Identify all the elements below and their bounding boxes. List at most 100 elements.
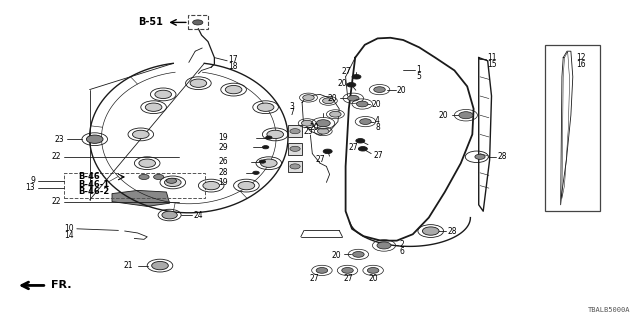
Text: 4: 4 [375,116,380,125]
Circle shape [303,95,314,100]
Text: 27: 27 [349,143,358,152]
Text: 17: 17 [228,55,238,64]
Text: 28: 28 [447,227,457,236]
Text: 22: 22 [51,152,61,161]
Text: 8: 8 [375,123,380,132]
Circle shape [225,85,242,94]
Text: B-51: B-51 [138,17,163,28]
Circle shape [152,261,168,270]
Circle shape [262,146,269,149]
Bar [545,45,600,211]
Circle shape [238,181,255,190]
Circle shape [193,20,203,25]
Text: 7: 7 [289,108,294,117]
Circle shape [422,227,439,235]
Text: 16: 16 [576,60,586,68]
Circle shape [301,120,313,126]
Text: 19: 19 [218,178,228,187]
Text: 28: 28 [218,168,228,177]
Circle shape [347,83,356,87]
Text: 20: 20 [397,86,406,95]
Text: 27: 27 [316,155,325,164]
Circle shape [155,90,172,99]
Circle shape [358,147,367,151]
Text: 22: 22 [51,197,61,206]
Text: 10: 10 [64,224,74,233]
Text: 25: 25 [303,127,313,136]
Circle shape [267,130,284,139]
Text: 5: 5 [416,72,421,81]
Circle shape [154,174,164,180]
Text: 27: 27 [309,274,319,283]
Text: 24: 24 [193,211,203,220]
Text: 1: 1 [416,65,420,74]
Circle shape [356,101,368,107]
Circle shape [316,268,328,273]
Text: 26: 26 [218,157,228,166]
Circle shape [290,146,300,151]
Circle shape [353,252,364,257]
Circle shape [139,159,156,167]
Circle shape [352,75,361,79]
Text: 27: 27 [341,67,351,76]
Circle shape [323,149,332,154]
Circle shape [166,178,177,183]
Text: TBALB5000A: TBALB5000A [588,307,630,313]
Circle shape [253,171,259,174]
Circle shape [317,128,329,134]
Circle shape [266,136,272,139]
Circle shape [348,95,359,101]
Text: 14: 14 [64,231,74,240]
Text: 2: 2 [399,240,404,249]
Text: 9: 9 [30,176,35,185]
Text: 27: 27 [374,151,383,160]
Text: 20: 20 [438,111,448,120]
Text: 21: 21 [124,261,133,270]
Text: B-46: B-46 [78,172,100,181]
Bar [288,161,302,172]
Circle shape [132,130,149,139]
Circle shape [377,242,391,249]
Circle shape [139,174,149,180]
Text: 6: 6 [399,247,404,256]
Text: 20: 20 [368,274,378,283]
Circle shape [203,181,220,190]
Bar [288,125,302,137]
Text: 20: 20 [337,79,347,88]
Text: 28: 28 [497,152,507,161]
Text: FR.: FR. [51,280,72,291]
Circle shape [342,268,353,273]
Polygon shape [112,190,170,206]
Circle shape [145,103,162,111]
Circle shape [374,87,385,92]
Text: 3: 3 [289,102,294,111]
Circle shape [86,135,103,143]
Circle shape [290,164,300,169]
Circle shape [330,111,341,117]
Text: 20: 20 [309,123,319,132]
Text: 27: 27 [344,274,354,283]
Circle shape [459,112,473,119]
Text: 13: 13 [26,183,35,192]
Circle shape [162,211,177,219]
Text: 29: 29 [218,143,228,152]
Text: 15: 15 [488,60,497,68]
Bar [288,143,302,155]
Circle shape [323,98,334,104]
Circle shape [260,159,277,167]
Circle shape [367,268,379,273]
Text: B-46-2: B-46-2 [78,188,109,196]
Text: B-46-1: B-46-1 [78,180,109,189]
Circle shape [257,103,274,111]
Text: 18: 18 [228,62,238,71]
Text: 23: 23 [54,135,64,144]
Circle shape [316,120,330,127]
Circle shape [290,129,300,134]
Bar [64,173,205,198]
Text: 20: 20 [332,252,341,260]
Text: 12: 12 [576,53,586,62]
Text: 11: 11 [488,53,497,62]
Circle shape [190,79,207,87]
Circle shape [360,119,371,124]
Text: 19: 19 [218,133,228,142]
